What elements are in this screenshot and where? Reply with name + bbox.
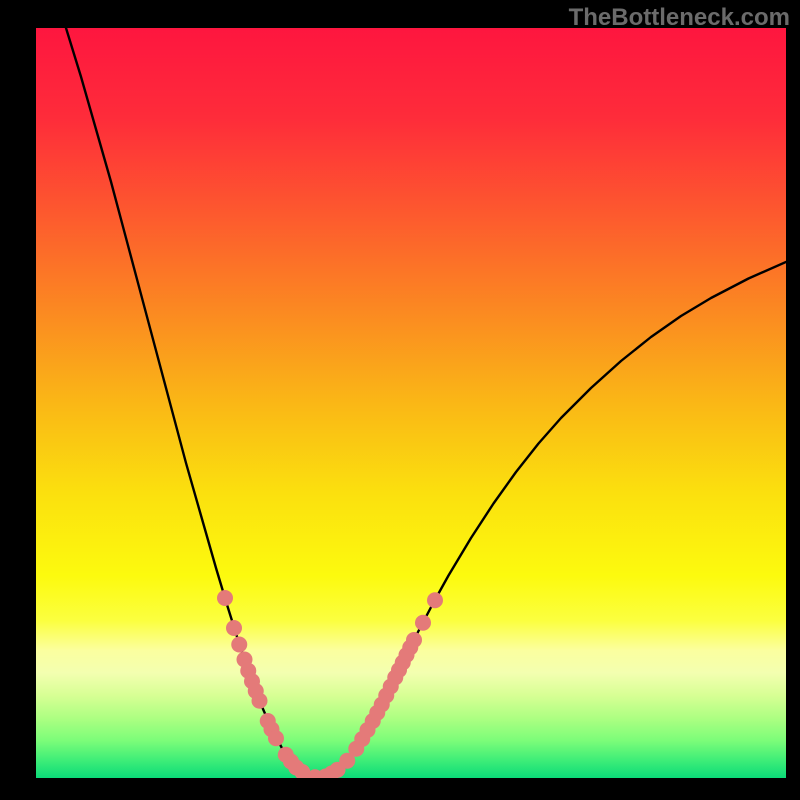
chart-svg <box>0 0 800 800</box>
data-marker <box>226 620 242 636</box>
data-marker <box>217 590 233 606</box>
data-marker <box>231 637 247 653</box>
data-marker <box>427 592 443 608</box>
data-marker <box>415 615 431 631</box>
data-marker <box>406 632 422 648</box>
bottleneck-curve <box>66 28 786 778</box>
data-marker <box>252 693 268 709</box>
data-marker <box>268 730 284 746</box>
watermark: TheBottleneck.com <box>569 4 790 32</box>
